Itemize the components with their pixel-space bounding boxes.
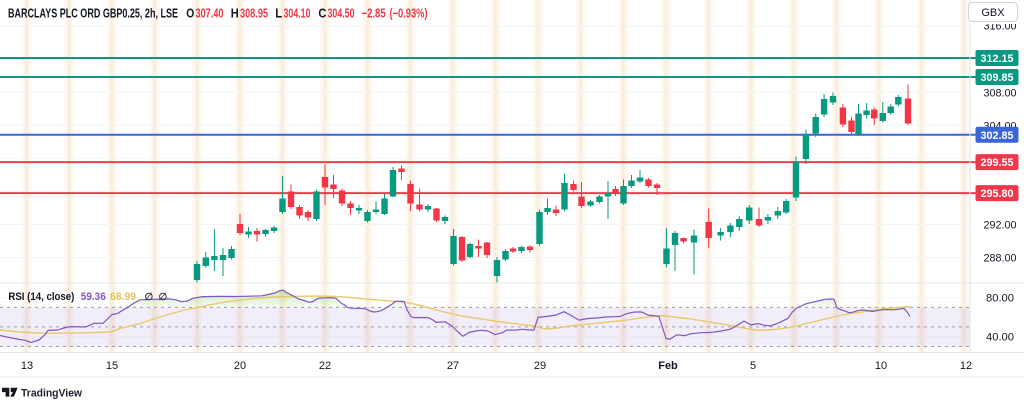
svg-text:GBX: GBX xyxy=(981,7,1005,19)
svg-text:295.80: 295.80 xyxy=(981,188,1014,200)
svg-text:∅: ∅ xyxy=(159,292,168,303)
svg-text:68.99: 68.99 xyxy=(110,291,136,303)
svg-text:12: 12 xyxy=(960,360,972,372)
svg-text:13: 13 xyxy=(21,360,33,372)
svg-text:307.40: 307.40 xyxy=(196,7,224,21)
svg-text:5: 5 xyxy=(750,360,756,372)
svg-text:RSI (14, close): RSI (14, close) xyxy=(8,291,74,303)
svg-text:(−0.93%): (−0.93%) xyxy=(390,7,428,21)
svg-text:22: 22 xyxy=(319,360,331,372)
svg-text:Feb: Feb xyxy=(658,360,678,372)
svg-text:80.00: 80.00 xyxy=(986,293,1014,305)
svg-text:59.36: 59.36 xyxy=(81,291,106,303)
svg-text:20: 20 xyxy=(234,360,246,372)
svg-text:27: 27 xyxy=(447,360,459,372)
svg-text:O: O xyxy=(186,7,194,21)
svg-text:292.00: 292.00 xyxy=(984,220,1017,232)
svg-text:40.00: 40.00 xyxy=(986,332,1014,344)
svg-text:304.50: 304.50 xyxy=(328,7,355,21)
svg-text:309.85: 309.85 xyxy=(981,72,1014,84)
svg-text:C: C xyxy=(318,7,326,21)
svg-text:29: 29 xyxy=(534,360,546,372)
svg-text:312.15: 312.15 xyxy=(981,53,1014,65)
svg-text:TradingView: TradingView xyxy=(21,388,82,400)
svg-text:316.00: 316.00 xyxy=(984,21,1017,33)
svg-text:304.10: 304.10 xyxy=(284,7,311,21)
svg-text:∅: ∅ xyxy=(145,292,154,303)
svg-text:302.85: 302.85 xyxy=(981,130,1014,142)
svg-text:L: L xyxy=(275,7,282,21)
svg-text:308.95: 308.95 xyxy=(240,7,268,21)
svg-text:BARCLAYS PLC ORD GBP0.25, 2h,: BARCLAYS PLC ORD GBP0.25, 2h, LSE xyxy=(8,7,178,21)
svg-text:15: 15 xyxy=(106,360,118,372)
svg-text:299.55: 299.55 xyxy=(981,157,1014,169)
svg-text:H: H xyxy=(231,7,239,21)
svg-text:308.00: 308.00 xyxy=(984,87,1017,99)
svg-text:−2.85: −2.85 xyxy=(362,7,386,21)
svg-text:10: 10 xyxy=(875,360,887,372)
svg-text:288.00: 288.00 xyxy=(984,253,1017,265)
